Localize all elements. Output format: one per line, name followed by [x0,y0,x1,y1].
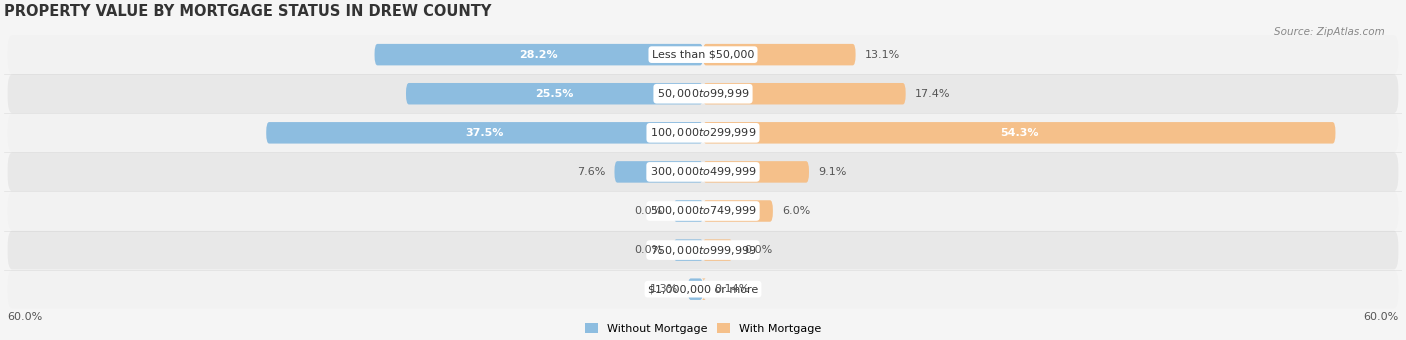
FancyBboxPatch shape [7,114,1399,152]
Text: $500,000 to $749,999: $500,000 to $749,999 [650,204,756,218]
FancyBboxPatch shape [688,278,703,300]
Text: 13.1%: 13.1% [865,50,900,59]
FancyBboxPatch shape [703,122,1336,143]
Text: 60.0%: 60.0% [1362,312,1399,322]
Text: 28.2%: 28.2% [519,50,558,59]
FancyBboxPatch shape [673,239,703,261]
Text: Source: ZipAtlas.com: Source: ZipAtlas.com [1274,27,1385,37]
FancyBboxPatch shape [406,83,703,104]
Text: 60.0%: 60.0% [7,312,44,322]
FancyBboxPatch shape [703,239,733,261]
Text: 7.6%: 7.6% [576,167,605,177]
Text: Less than $50,000: Less than $50,000 [652,50,754,59]
Text: 0.0%: 0.0% [634,245,662,255]
FancyBboxPatch shape [7,270,1399,308]
FancyBboxPatch shape [703,83,905,104]
FancyBboxPatch shape [7,74,1399,113]
Legend: Without Mortgage, With Mortgage: Without Mortgage, With Mortgage [581,319,825,338]
FancyBboxPatch shape [7,153,1399,191]
Text: 37.5%: 37.5% [465,128,503,138]
Text: $1,000,000 or more: $1,000,000 or more [648,284,758,294]
Text: PROPERTY VALUE BY MORTGAGE STATUS IN DREW COUNTY: PROPERTY VALUE BY MORTGAGE STATUS IN DRE… [4,4,492,19]
Text: 9.1%: 9.1% [818,167,846,177]
Text: 54.3%: 54.3% [1000,128,1039,138]
Text: $300,000 to $499,999: $300,000 to $499,999 [650,165,756,179]
Text: $100,000 to $299,999: $100,000 to $299,999 [650,126,756,139]
FancyBboxPatch shape [703,44,856,65]
FancyBboxPatch shape [702,278,706,300]
Text: 1.3%: 1.3% [651,284,679,294]
Text: $750,000 to $999,999: $750,000 to $999,999 [650,243,756,257]
FancyBboxPatch shape [7,231,1399,269]
Text: 0.0%: 0.0% [634,206,662,216]
Text: 6.0%: 6.0% [782,206,810,216]
FancyBboxPatch shape [614,161,703,183]
FancyBboxPatch shape [7,35,1399,74]
FancyBboxPatch shape [374,44,703,65]
Text: $50,000 to $99,999: $50,000 to $99,999 [657,87,749,100]
FancyBboxPatch shape [703,200,773,222]
Text: 25.5%: 25.5% [536,89,574,99]
Text: 0.14%: 0.14% [714,284,749,294]
FancyBboxPatch shape [7,192,1399,230]
Text: 17.4%: 17.4% [915,89,950,99]
Text: 0.0%: 0.0% [744,245,772,255]
FancyBboxPatch shape [673,200,703,222]
FancyBboxPatch shape [703,161,808,183]
FancyBboxPatch shape [266,122,703,143]
